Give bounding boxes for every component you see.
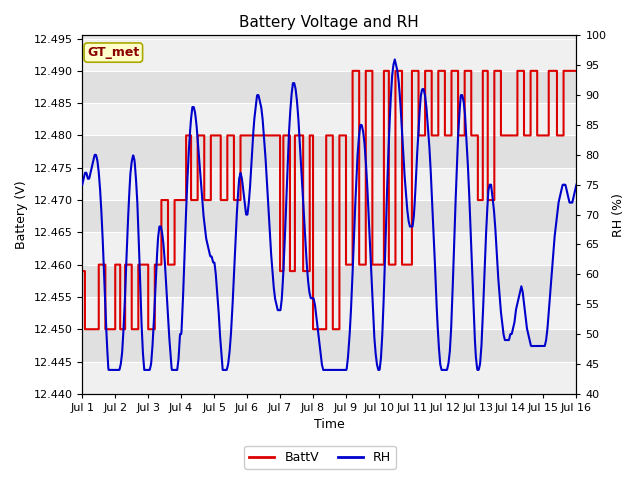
- Bar: [83, 103, 577, 135]
- Bar: [83, 168, 577, 200]
- Bar: [83, 297, 577, 329]
- Bar: [83, 38, 577, 71]
- Bar: [83, 232, 577, 264]
- Bar: [83, 71, 577, 103]
- X-axis label: Time: Time: [314, 419, 345, 432]
- Y-axis label: Battery (V): Battery (V): [15, 180, 28, 249]
- Text: GT_met: GT_met: [87, 46, 140, 59]
- Bar: [83, 135, 577, 168]
- Y-axis label: RH (%): RH (%): [612, 192, 625, 237]
- Bar: [83, 264, 577, 297]
- Bar: [83, 329, 577, 361]
- Legend: BattV, RH: BattV, RH: [244, 446, 396, 469]
- Title: Battery Voltage and RH: Battery Voltage and RH: [239, 15, 419, 30]
- Bar: [83, 200, 577, 232]
- Bar: [83, 361, 577, 394]
